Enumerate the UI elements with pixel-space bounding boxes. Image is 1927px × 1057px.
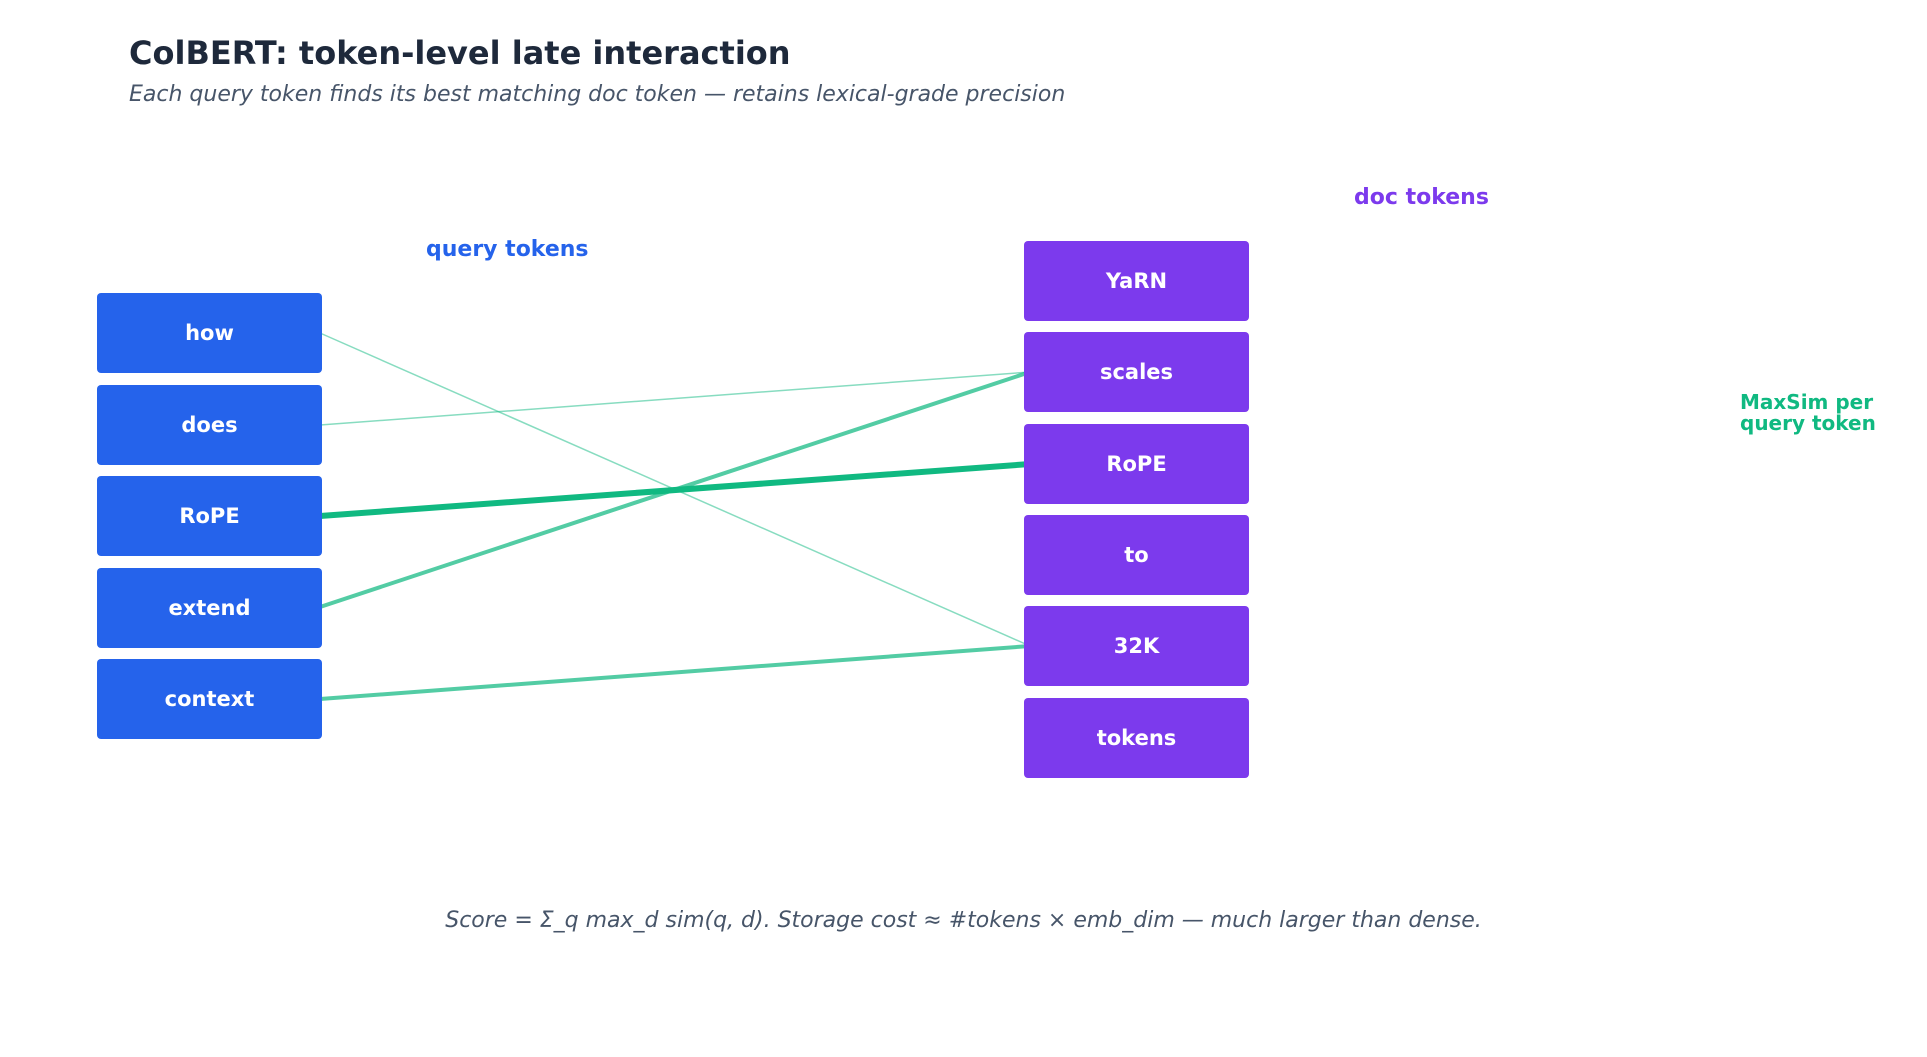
query-token-rope: RoPE — [97, 476, 322, 556]
doc-token-scales: scales — [1024, 332, 1249, 412]
page-title: ColBERT: token-level late interaction — [129, 34, 791, 72]
page-subtitle: Each query token finds its best matching… — [129, 82, 1066, 107]
query-token-does: does — [97, 385, 322, 465]
maxsim-note-line2: query token — [1740, 411, 1876, 435]
query-token-context: context — [97, 659, 322, 739]
doc-tokens-label: doc tokens — [1354, 185, 1489, 210]
link-rope-rope — [317, 461, 1033, 519]
doc-token-32k: 32K — [1024, 606, 1249, 686]
maxsim-note: MaxSim per query token — [1740, 392, 1900, 434]
score-caption: Score = Σ_q max_d sim(q, d). Storage cos… — [445, 908, 1482, 933]
link-context-32k — [319, 644, 1031, 701]
doc-token-to: to — [1024, 515, 1249, 595]
maxsim-note-line1: MaxSim per — [1740, 390, 1874, 414]
query-token-extend: extend — [97, 568, 322, 648]
link-does-scales — [319, 371, 1031, 426]
query-tokens-label: query tokens — [426, 237, 589, 262]
doc-token-tokens: tokens — [1024, 698, 1249, 778]
query-token-how: how — [97, 293, 322, 373]
doc-token-yarn: YaRN — [1024, 241, 1249, 321]
doc-token-rope: RoPE — [1024, 424, 1249, 504]
